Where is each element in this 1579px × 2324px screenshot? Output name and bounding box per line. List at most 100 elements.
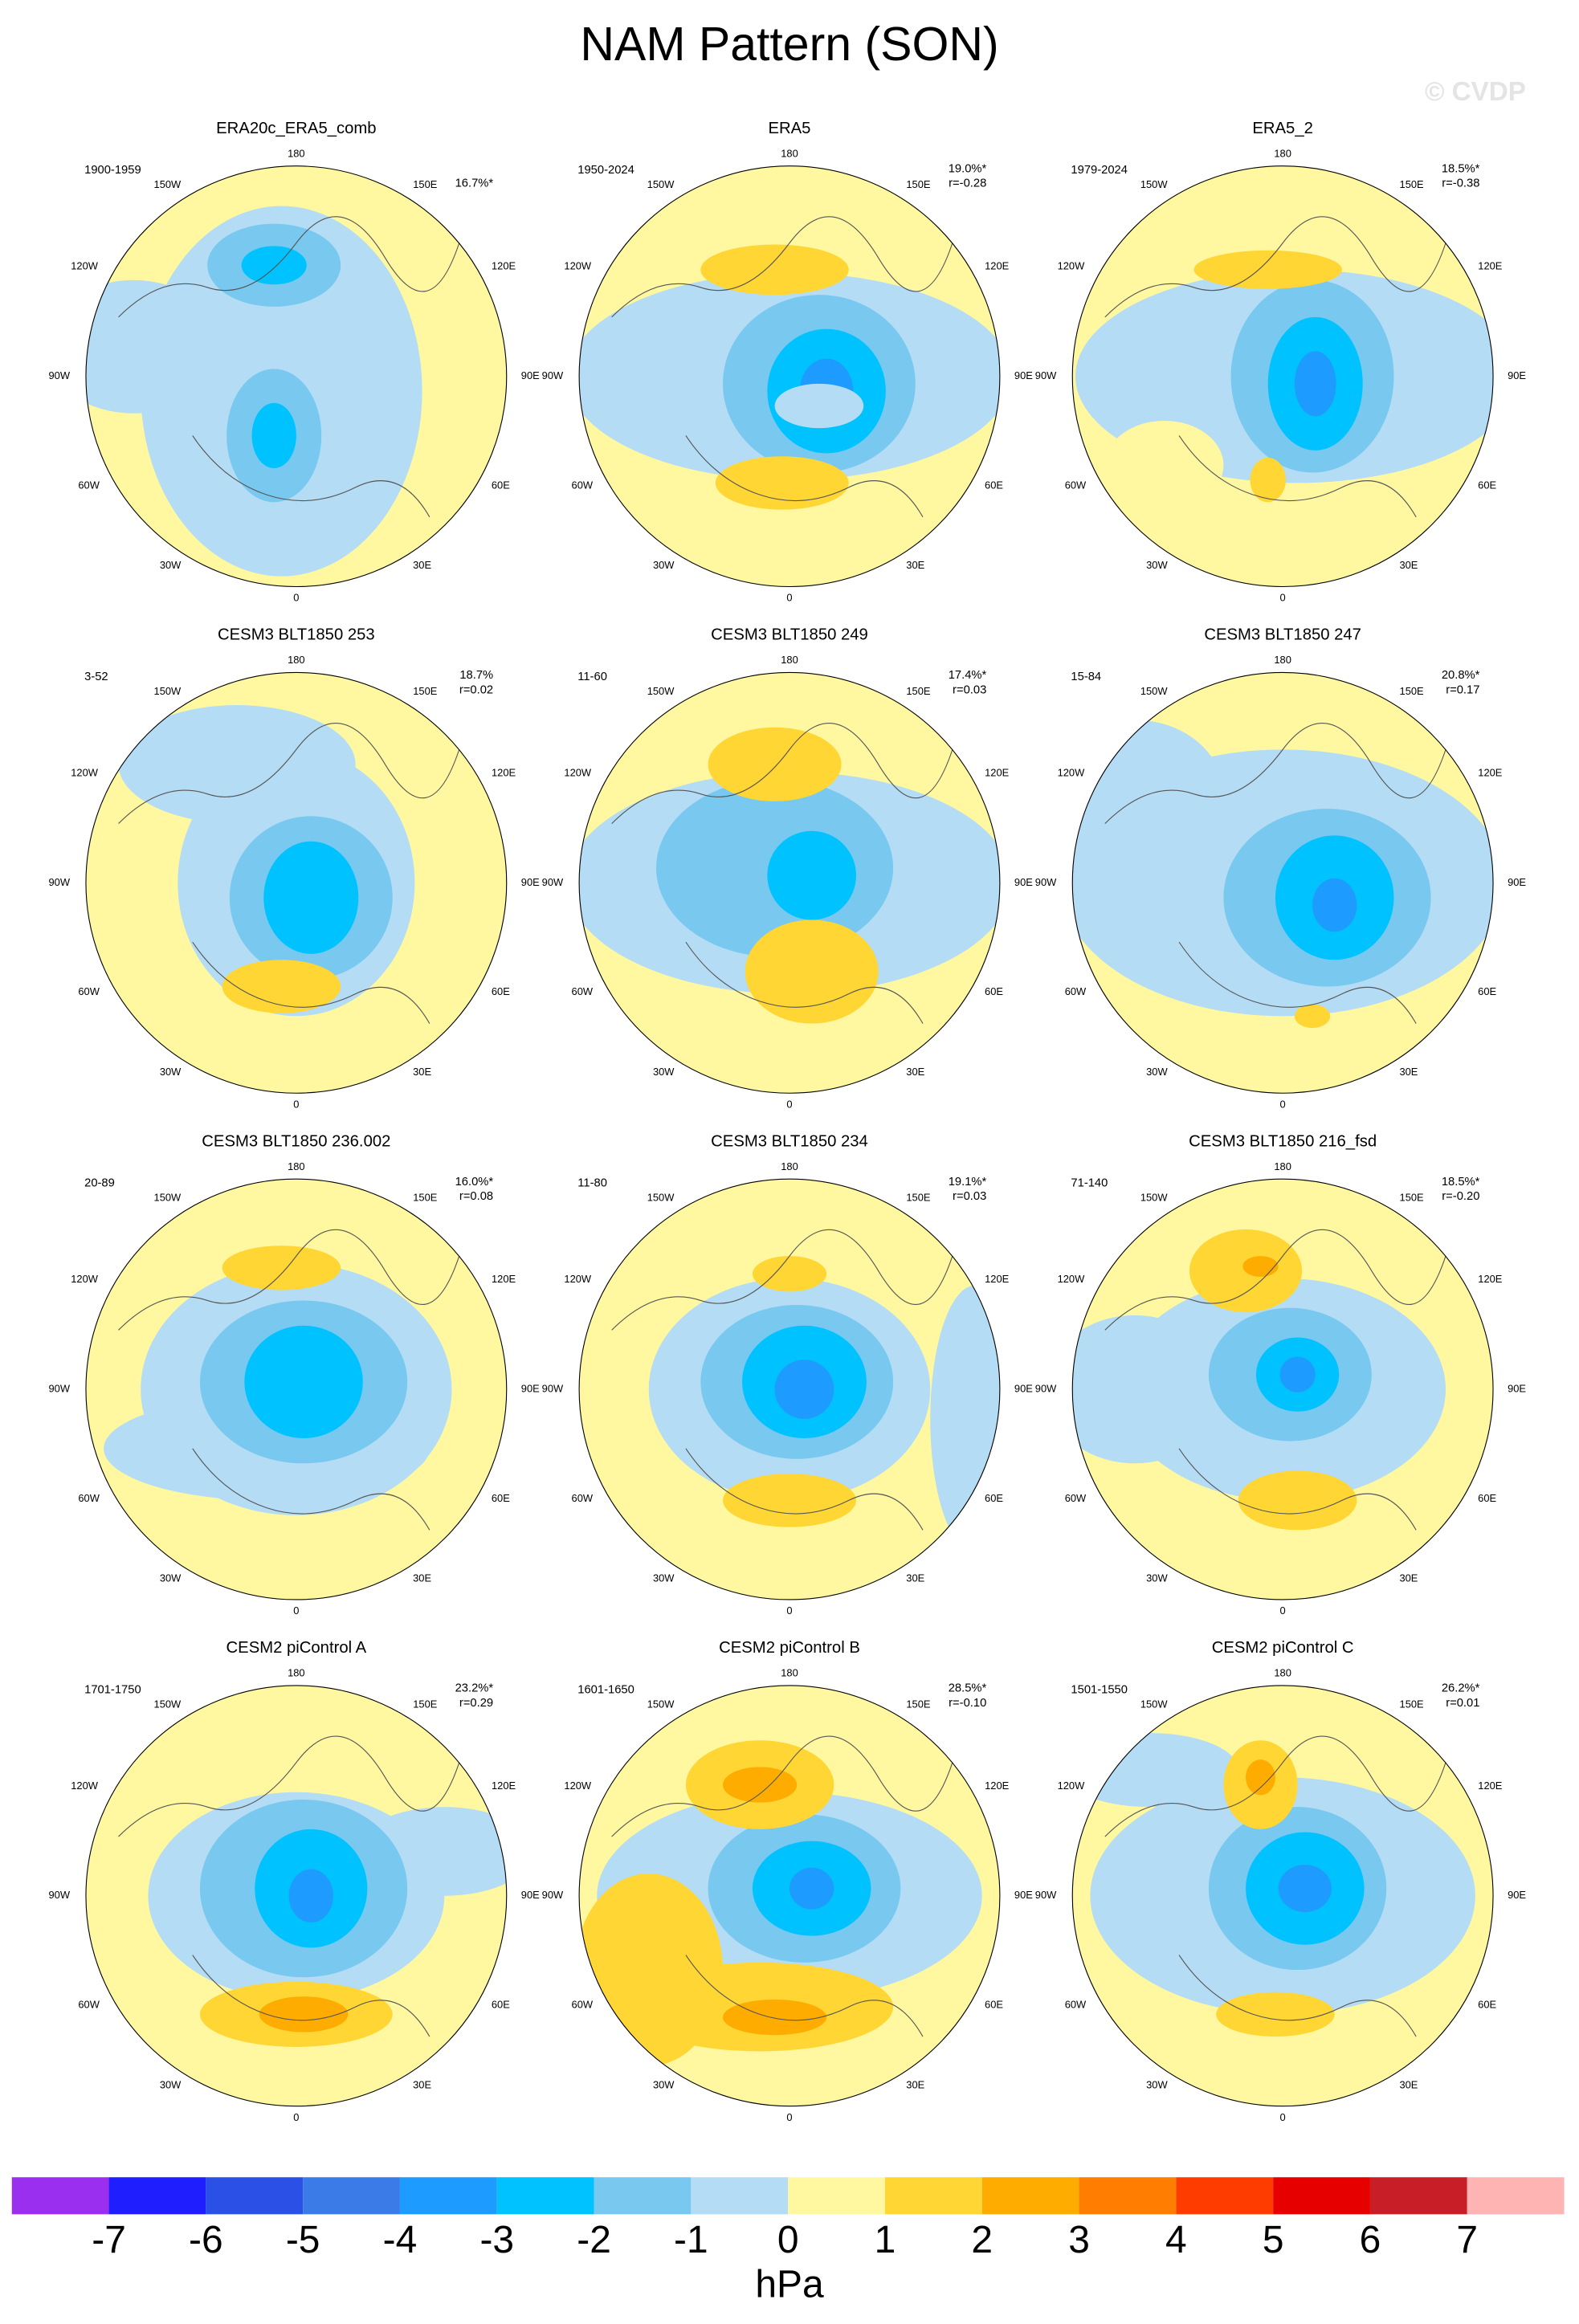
colorbar-box — [691, 2177, 789, 2215]
lon-label: 0 — [293, 2111, 299, 2123]
r-label: r=-0.10 — [949, 1697, 986, 1710]
lon-label: 30W — [1146, 559, 1168, 571]
lon-label: 150W — [154, 685, 182, 697]
colorbar-tick-label: -3 — [479, 2219, 514, 2261]
field-contour — [708, 727, 842, 801]
lon-label: 150E — [413, 1192, 438, 1204]
lon-label: 120E — [492, 766, 516, 778]
lon-label: 150W — [647, 1192, 675, 1204]
field-contour — [767, 830, 856, 920]
map-border — [1071, 165, 1494, 588]
lon-label: 60E — [1478, 1492, 1496, 1504]
field-contour — [222, 960, 341, 1013]
map-border — [85, 1178, 508, 1600]
field-contour — [1072, 720, 1224, 868]
map-panel: CESM3 BLT1850 253 3-52 18.7%r=0.02 180 150W 1… — [49, 626, 541, 1111]
field-contour — [774, 1360, 834, 1419]
lon-label: 90E — [1014, 369, 1033, 381]
lon-label: 90W — [49, 876, 71, 888]
lon-label: 30E — [906, 1066, 924, 1078]
lon-label: 0 — [1280, 592, 1286, 604]
lon-label: 60E — [985, 1492, 1003, 1504]
lon-label: 120W — [71, 766, 99, 778]
lon-label: 60E — [492, 985, 510, 997]
lon-label: 30E — [413, 559, 431, 571]
pct-label: 16.0%* — [455, 1176, 494, 1189]
field-contour — [118, 705, 356, 824]
colorbar-tick-label: -2 — [577, 2219, 611, 2261]
colorbar-box — [788, 2177, 885, 2215]
coastline — [118, 1229, 460, 1531]
colorbar-box — [303, 2177, 400, 2215]
field — [85, 672, 507, 1094]
r-label: r=-0.20 — [1442, 1190, 1479, 1203]
lon-label: 90E — [1508, 1383, 1526, 1395]
map-border — [1071, 1178, 1494, 1600]
colorbar-tick-label: 3 — [1068, 2219, 1090, 2261]
lon-label: 0 — [786, 2111, 792, 2123]
map-panel: CESM2 piControl C 1501-1550 26.2%* r=0.01 18… — [1035, 1639, 1527, 2123]
pct-label: 16.7%* — [455, 177, 494, 190]
lon-label: 150E — [906, 178, 931, 190]
colorbar-box — [206, 2177, 304, 2215]
lon-label: 60E — [985, 479, 1003, 491]
lon-label: 60W — [78, 1492, 100, 1504]
lon-label: 120E — [492, 1273, 516, 1285]
field-contour — [222, 1246, 341, 1290]
map-border — [578, 671, 1001, 1094]
lon-label: 0 — [786, 592, 792, 604]
r-label: r=-0.38 — [1442, 177, 1479, 190]
lon-label: 30E — [1399, 2078, 1418, 2090]
map-panel: CESM3 BLT1850 234 11-80 19.1%*r=0.03 180 150… — [542, 1132, 1034, 1617]
pct-label: 20.8%* — [1442, 669, 1480, 682]
lon-label: 120E — [492, 260, 516, 272]
lon-label: 90E — [1014, 1889, 1033, 1901]
panel-title: CESM3 BLT1850 236.002 — [202, 1132, 390, 1150]
panel-title: ERA20c_ERA5_comb — [216, 120, 376, 137]
coastline — [118, 723, 460, 1024]
lon-label: 150E — [906, 685, 931, 697]
lon-label: 60W — [1065, 985, 1087, 997]
field-contour — [288, 1869, 333, 1923]
watermark: © CVDP — [1425, 77, 1526, 107]
colorbar-box — [108, 2177, 206, 2215]
lon-label: 120W — [71, 1780, 99, 1792]
figure-title: NAM Pattern (SON) — [580, 18, 998, 71]
coastline — [611, 723, 953, 1024]
colorbar-box — [11, 2177, 109, 2215]
map-panel: CESM3 BLT1850 249 11-60 17.4%*r=0.03 180 150… — [542, 626, 1034, 1111]
lon-label: 30E — [1399, 1066, 1418, 1078]
lon-label: 90W — [542, 1383, 564, 1395]
lon-label: 0 — [293, 1098, 299, 1110]
field-contour — [1294, 1004, 1331, 1029]
colorbar-box — [981, 2177, 1079, 2215]
lon-label: 90E — [1508, 369, 1526, 381]
lon-label: 90E — [1508, 876, 1526, 888]
lon-label: 120W — [71, 260, 99, 272]
panel-title: CESM3 BLT1850 253 — [218, 626, 375, 644]
field-contour — [263, 841, 359, 954]
lon-label: 120E — [985, 1273, 1010, 1285]
field-contour — [1246, 1759, 1275, 1796]
map-panel: CESM3 BLT1850 216_fsd 71-140 18.5%*r=-0.20… — [1035, 1132, 1527, 1617]
field-contour — [1072, 1315, 1224, 1464]
lon-label: 90E — [521, 876, 540, 888]
field — [579, 1179, 1000, 1600]
lon-label: 150E — [1400, 1192, 1425, 1204]
lon-label: 60E — [492, 479, 510, 491]
lon-label: 90W — [1035, 1383, 1057, 1395]
field-contour — [244, 1325, 363, 1438]
lon-label: 150W — [1140, 685, 1169, 697]
lon-label: 90W — [49, 1383, 71, 1395]
lon-label: 90E — [1508, 1889, 1526, 1901]
field-contour — [579, 1873, 724, 2066]
lon-label: 180 — [1274, 147, 1291, 159]
field-contour — [1279, 1356, 1316, 1392]
lon-label: 180 — [288, 654, 305, 666]
map-border — [1071, 671, 1494, 1094]
panel-title: CESM3 BLT1850 234 — [711, 1132, 868, 1150]
field — [1072, 165, 1494, 587]
r-label: r=-0.28 — [949, 177, 986, 190]
lon-label: 30W — [160, 1066, 182, 1078]
